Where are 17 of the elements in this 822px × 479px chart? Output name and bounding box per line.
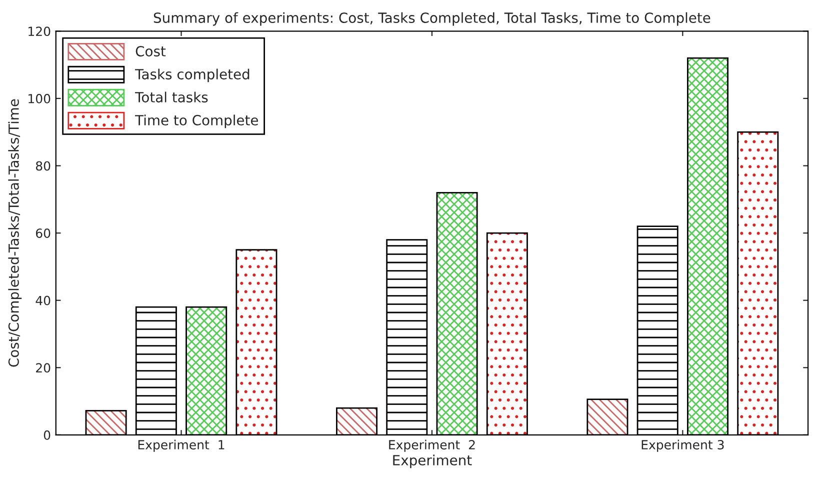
x-tick-label: Experiment 1 (138, 440, 224, 452)
legend-label: Total tasks (135, 92, 208, 102)
y-tick-label: 120 (28, 26, 50, 36)
legend-label: Cost (136, 46, 166, 56)
legend-label: Time to Complete (135, 114, 258, 128)
y-tick-label: 60 (36, 228, 50, 238)
y-tick-label: 80 (36, 161, 50, 171)
y-tick-label: 40 (36, 296, 50, 306)
x-tick-label: Experiment 2 (389, 440, 475, 452)
y-axis-title: Cost/Completed-Tasks/Total-Tasks/Time (8, 99, 22, 367)
legend-label: Tasks completed (135, 68, 250, 82)
x-axis-title: Experiment (393, 454, 472, 468)
x-tick-label: Experiment 3 (642, 440, 724, 452)
chart-title: Summary of experiments: Cost, Tasks Completed, Total Tasks, Time to Complete (154, 12, 710, 26)
y-tick-label: 0 (44, 430, 50, 440)
y-tick-label: 20 (36, 363, 50, 373)
y-tick-label: 100 (28, 94, 50, 104)
